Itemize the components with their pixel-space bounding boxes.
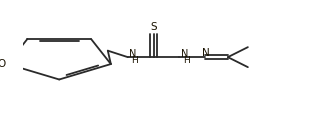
Text: N: N	[129, 49, 137, 59]
Text: S: S	[150, 22, 157, 32]
Text: N: N	[181, 49, 188, 59]
Text: N: N	[202, 48, 210, 58]
Text: H: H	[183, 56, 190, 65]
Text: O: O	[0, 59, 5, 69]
Text: H: H	[131, 56, 138, 65]
